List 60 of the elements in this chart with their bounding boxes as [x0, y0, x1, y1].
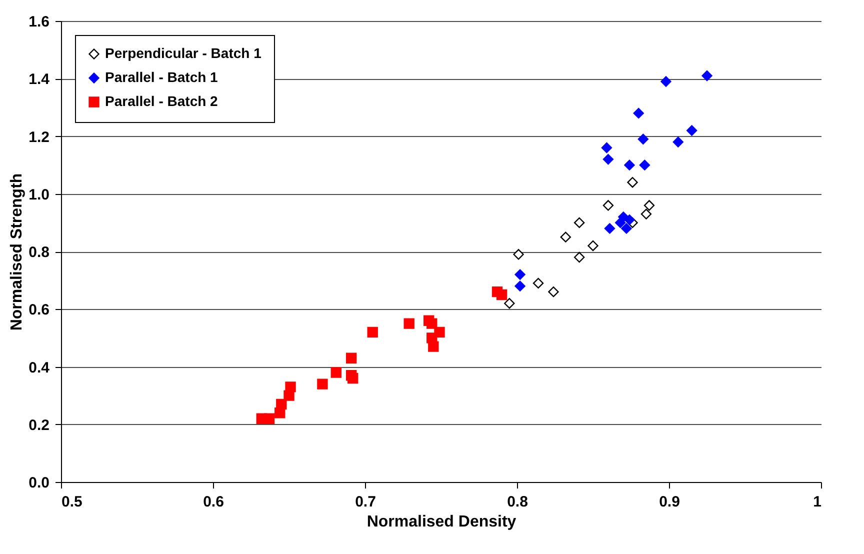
x-tick-label: 0.6 [203, 494, 224, 510]
point [633, 108, 644, 119]
point [602, 154, 614, 165]
point [532, 278, 544, 289]
point [367, 326, 378, 338]
point [504, 298, 515, 309]
y-tick-label: 1.6 [28, 14, 50, 30]
y-tick-label: 0.6 [28, 302, 50, 319]
point [627, 177, 638, 188]
point [404, 318, 414, 329]
point [317, 378, 328, 390]
x-tick-label: 0.5 [62, 494, 82, 510]
point [702, 70, 712, 82]
point [346, 352, 357, 364]
y-tick-label: 1.2 [28, 128, 50, 146]
x-tick-label: 0.9 [659, 494, 680, 510]
point [604, 223, 616, 234]
point [618, 212, 629, 222]
point [602, 200, 614, 211]
legend-label: Parallel - Batch 1 [105, 69, 218, 85]
point [285, 382, 296, 392]
legend-label: Perpendicular - Batch 1 [105, 45, 262, 61]
point [347, 372, 358, 384]
point [276, 398, 287, 410]
point [660, 76, 672, 87]
point [426, 318, 438, 329]
point [574, 252, 585, 263]
point [514, 280, 526, 292]
point [588, 240, 598, 252]
x-tick-label: 1 [813, 494, 822, 510]
y-tick-label: 0.4 [28, 359, 50, 376]
point [513, 249, 524, 260]
point [638, 134, 649, 144]
point [686, 125, 698, 136]
y-axis-title: Normalised Strength [8, 173, 26, 331]
point [264, 413, 275, 424]
point [624, 214, 635, 226]
x-tick-label: 0.8 [507, 494, 528, 510]
y-tick-label: 1.0 [28, 186, 50, 204]
point [624, 160, 635, 170]
point [560, 232, 571, 242]
x-tick-label: 0.7 [355, 494, 376, 510]
point [672, 136, 684, 148]
point [496, 289, 508, 300]
point [548, 286, 559, 298]
y-tick-label: 0.0 [28, 474, 50, 492]
point [639, 160, 650, 170]
x-axis-title: Normalised Density [366, 514, 516, 530]
point [644, 200, 655, 211]
y-tick-label: 0.8 [28, 244, 50, 261]
point [621, 223, 632, 234]
point [640, 208, 652, 220]
point [330, 367, 342, 378]
y-tick-label: 1.4 [28, 71, 50, 88]
legend-label: Parallel - Batch 2 [105, 93, 218, 109]
y-tick-label: 0.2 [28, 416, 50, 434]
point [514, 269, 526, 280]
point [428, 341, 439, 352]
point [574, 217, 585, 228]
point [601, 142, 612, 154]
